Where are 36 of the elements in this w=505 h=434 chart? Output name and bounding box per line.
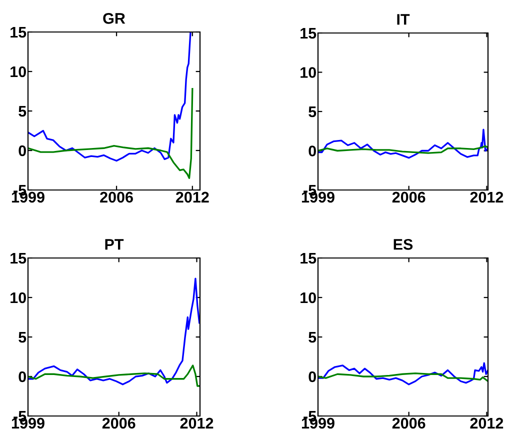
- line-series: [318, 372, 488, 382]
- x-tick-label: 2006: [392, 418, 426, 429]
- y-tick-label: 0: [308, 146, 316, 156]
- y-tick-label: 0: [18, 371, 26, 382]
- y-tick-label: 10: [300, 67, 316, 78]
- x-tick-label: 2006: [102, 418, 136, 429]
- x-tick-label: 2006: [392, 192, 426, 203]
- y-tick-label: 15: [10, 27, 26, 38]
- y-tick-label: 5: [308, 332, 316, 343]
- chart-title: IT: [397, 14, 410, 25]
- chart-title: ES: [394, 239, 413, 250]
- line-series: [28, 32, 192, 162]
- chart-title: PT: [105, 239, 124, 250]
- x-tick-label: 2012: [176, 192, 209, 203]
- y-tick-label: 5: [18, 106, 26, 117]
- y-tick-label: 15: [300, 28, 316, 39]
- line-series: [28, 278, 200, 386]
- y-tick-label: 5: [18, 332, 26, 343]
- chart-title: GR: [103, 13, 126, 24]
- y-tick-label: 15: [10, 253, 26, 264]
- line-series: [318, 128, 488, 159]
- y-tick-label: 0: [308, 371, 316, 382]
- y-tick-label: 10: [10, 292, 26, 304]
- line-series: [28, 88, 194, 179]
- x-tick-label: 2012: [470, 418, 504, 429]
- y-tick-label: 0: [18, 145, 26, 156]
- y-tick-label: 15: [300, 253, 316, 264]
- x-tick-label: 2006: [100, 192, 133, 203]
- line-series: [28, 364, 200, 387]
- y-tick-label: 10: [300, 292, 316, 304]
- y-tick-label: 5: [308, 106, 316, 118]
- line-series: [318, 362, 488, 386]
- line-series: [318, 145, 488, 154]
- y-tick-label: 10: [10, 66, 26, 78]
- x-tick-label: 2012: [470, 192, 504, 203]
- x-tick-label: 2012: [180, 418, 214, 429]
